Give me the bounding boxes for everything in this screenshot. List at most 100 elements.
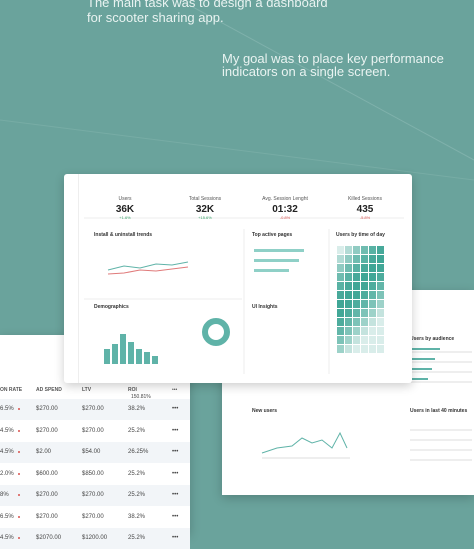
- table-cell: 25.2%: [128, 535, 146, 541]
- table-cell: $54.00: [82, 449, 101, 455]
- more-button[interactable]: •••: [172, 535, 179, 541]
- heat-cell: [369, 246, 376, 254]
- heat-cell: [369, 345, 376, 353]
- panel-title: Top active pages: [252, 232, 293, 238]
- heat-cell: [377, 327, 384, 335]
- heat-cell: [337, 291, 344, 299]
- roi-total: 150.81%: [131, 394, 151, 400]
- more-button[interactable]: •••: [172, 513, 179, 520]
- heat-cell: [369, 273, 376, 281]
- heat-cell: [345, 282, 352, 290]
- table-cell: 26.25%: [128, 449, 149, 455]
- heat-cell: [337, 300, 344, 308]
- heat-cell: [369, 282, 376, 290]
- status-dot: [18, 408, 20, 410]
- table-cell: 4.5%: [0, 449, 14, 455]
- table-cell: $1200.00: [82, 535, 108, 541]
- heat-cell: [345, 345, 352, 353]
- heat-cell: [345, 336, 352, 344]
- table-cell: $270.00: [82, 492, 104, 498]
- kpi-change: +15.6%: [198, 215, 212, 220]
- heat-cell: [377, 282, 384, 290]
- more-button[interactable]: •••: [172, 492, 179, 498]
- kpi-value: 01:32: [272, 204, 298, 215]
- heat-cell: [377, 291, 384, 299]
- table-cell: $2070.00: [36, 535, 62, 541]
- kpi-label: Users: [118, 196, 132, 202]
- table-cell: 8%: [0, 492, 9, 498]
- kpi-label: Total Sessions: [188, 196, 222, 202]
- more-button[interactable]: •••: [172, 387, 178, 393]
- table-cell: 25.2%: [128, 492, 146, 498]
- table-cell: 25.2%: [128, 470, 146, 477]
- more-button[interactable]: •••: [172, 406, 179, 412]
- heat-cell: [337, 318, 344, 326]
- table-cell: $270.00: [82, 513, 104, 520]
- heat-cell: [353, 291, 360, 299]
- kpi-value: 36K: [115, 204, 135, 215]
- heat-cell: [369, 336, 376, 344]
- heat-cell: [345, 255, 352, 263]
- table-cell: 6.5%: [0, 406, 14, 412]
- heat-cell: [361, 327, 368, 335]
- status-dot: [18, 494, 20, 496]
- heat-cell: [353, 246, 360, 254]
- table-cell: 2.0%: [0, 470, 14, 477]
- column-header: ON RATE: [0, 387, 23, 393]
- dashboard: Install & uninstall trends Top active pa…: [64, 174, 412, 383]
- table-cell: $270.00: [36, 427, 58, 434]
- heat-cell: [337, 327, 344, 335]
- heat-cell: [353, 327, 360, 335]
- panel-title: Demographics: [94, 304, 129, 310]
- heat-cell: [369, 300, 376, 308]
- dashboard-graphics: [84, 217, 404, 374]
- heat-cell: [353, 264, 360, 272]
- heat-cell: [337, 336, 344, 344]
- table-cell: 6.5%: [0, 513, 14, 520]
- more-button[interactable]: •••: [172, 427, 179, 434]
- table-row: [0, 506, 190, 528]
- heat-cell: [337, 273, 344, 281]
- heat-cell: [361, 345, 368, 353]
- panel-title: New users: [252, 408, 278, 414]
- table-cell: $270.00: [82, 427, 104, 434]
- more-button[interactable]: •••: [172, 470, 179, 477]
- status-dot: [18, 515, 20, 518]
- heat-cell: [345, 327, 352, 335]
- table-row: [0, 420, 190, 442]
- heat-cell: [353, 282, 360, 290]
- heat-cell: [361, 318, 368, 326]
- table-row: [0, 399, 190, 420]
- heat-cell: [353, 273, 360, 281]
- table-cell: $2.00: [36, 449, 52, 455]
- panel-title: UI Insights: [252, 304, 278, 310]
- column-header: ROI: [128, 387, 137, 393]
- heat-cell: [337, 282, 344, 290]
- heat-cell: [369, 255, 376, 263]
- heat-cell: [345, 318, 352, 326]
- heat-cell: [369, 291, 376, 299]
- heat-cell: [369, 327, 376, 335]
- heat-cell: [377, 300, 384, 308]
- heat-cell: [361, 300, 368, 308]
- heat-cell: [361, 255, 368, 263]
- panel-title: Install & uninstall trends: [94, 232, 153, 238]
- more-button[interactable]: •••: [172, 449, 179, 455]
- status-dot: [18, 451, 20, 453]
- background-lines: [0, 0, 474, 181]
- heat-cell: [369, 264, 376, 272]
- list-lines: [410, 348, 472, 461]
- table-cell: $270.00: [36, 406, 58, 412]
- goal-text: My goal was to place key performance ind…: [222, 51, 444, 79]
- header-line: The main task was to design a dashboard: [87, 0, 328, 10]
- heat-cell: [377, 273, 384, 281]
- line-chart: [261, 431, 350, 459]
- heat-cell: [377, 255, 384, 263]
- heat-cell: [345, 264, 352, 272]
- kpi-change: +1.6%: [119, 215, 131, 220]
- heat-cell: [377, 345, 384, 353]
- table-row: [0, 485, 190, 506]
- heat-cell: [337, 309, 344, 317]
- heat-cell: [377, 309, 384, 317]
- table-cell: 25.2%: [128, 427, 146, 434]
